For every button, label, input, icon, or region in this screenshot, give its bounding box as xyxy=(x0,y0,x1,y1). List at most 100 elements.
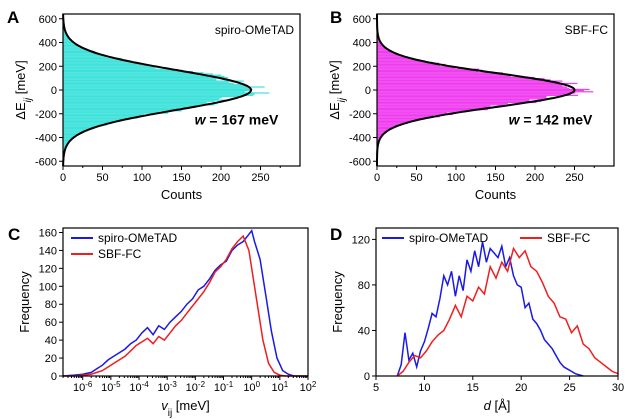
histogram-bar xyxy=(377,41,381,43)
histogram-bar xyxy=(63,94,254,96)
legend-label: spiro-OMeTAD xyxy=(409,231,488,245)
panel-letter: A xyxy=(7,8,19,27)
x-tick-label: 30 xyxy=(612,382,624,394)
histogram-bar xyxy=(377,126,394,128)
histogram-bar xyxy=(63,135,76,137)
histogram-bar xyxy=(377,132,385,134)
histogram-bar xyxy=(63,92,270,94)
histogram-bar xyxy=(63,90,251,92)
histogram-bar xyxy=(63,132,83,134)
histogram-bar xyxy=(63,131,82,133)
x-tick-label: 200 xyxy=(526,172,544,184)
histogram-bar xyxy=(377,62,440,64)
histogram-bar xyxy=(377,46,385,48)
histogram-bar xyxy=(63,57,123,60)
histogram-bar xyxy=(63,69,184,71)
histogram-bar xyxy=(377,87,570,89)
y-tick-label: -600 xyxy=(349,156,371,168)
histogram-bar xyxy=(63,124,108,126)
histogram-bar xyxy=(63,95,240,98)
histogram-bar xyxy=(63,33,67,35)
histogram-bar xyxy=(377,86,567,88)
x-tick-label: 150 xyxy=(172,172,190,184)
histogram-bar xyxy=(63,59,120,61)
histogram-bar xyxy=(63,73,213,75)
histogram-bar xyxy=(63,41,73,43)
series-line-spiro xyxy=(396,241,584,377)
y-tick-label: 80 xyxy=(358,280,370,292)
panel-b: 0 50 100 150 200 250 600 400 200 0 -200 -400 -600 Cou… xyxy=(327,8,615,202)
histogram-bar xyxy=(63,133,79,136)
histogram-bar xyxy=(377,95,547,98)
histogram-bar xyxy=(63,52,93,54)
x-tick-label: 25 xyxy=(563,382,575,394)
histogram-bar xyxy=(377,50,391,52)
histogram-bar xyxy=(63,78,217,80)
histogram-bar xyxy=(63,47,84,49)
panel-letter: C xyxy=(8,225,20,244)
histogram-bar xyxy=(63,38,70,41)
histogram-bar xyxy=(63,48,88,50)
histogram-bar xyxy=(63,111,160,113)
x-tick-label: 10-4 xyxy=(129,380,149,395)
x-tick-label: 10-6 xyxy=(73,380,93,395)
histogram-bar xyxy=(377,42,382,44)
histogram-bar xyxy=(63,80,244,82)
histogram-bar xyxy=(377,60,425,62)
x-tick-label: 100 xyxy=(133,172,151,184)
histogram-bar xyxy=(377,94,579,96)
y-tick-label: 120 xyxy=(39,263,57,275)
histogram-bar xyxy=(377,131,387,133)
histogram-bar xyxy=(63,85,247,87)
histogram-bar xyxy=(377,91,594,93)
histogram-bar xyxy=(377,113,453,115)
x-tick-label: 10 xyxy=(418,382,430,394)
histogram-bar xyxy=(63,76,228,79)
histogram-bar xyxy=(377,122,408,124)
histogram-bar xyxy=(63,129,89,131)
x-tick-label: 250 xyxy=(251,172,269,184)
histogram-bar xyxy=(377,52,393,54)
x-tick-label: 10-1 xyxy=(214,380,234,395)
histogram-bar xyxy=(63,99,229,101)
y-tick-label: -200 xyxy=(349,109,371,121)
histogram-bar xyxy=(63,82,234,85)
panel-a: 0 50 100 150 200 250 600 400 200 0 -200 -400 -600 Cou… xyxy=(7,8,301,202)
histogram-bar xyxy=(377,59,420,61)
histogram-bar xyxy=(377,110,469,112)
histogram-bar xyxy=(63,55,106,57)
histogram-bar xyxy=(63,130,86,132)
histogram-bar xyxy=(377,104,505,106)
x-tick-label: 101 xyxy=(271,380,288,395)
y-tick-label: 40 xyxy=(45,335,57,347)
histogram-bar xyxy=(377,66,459,68)
gaussian-fit-line xyxy=(62,14,252,166)
histogram-bar xyxy=(63,145,67,147)
histogram-bar xyxy=(377,55,405,57)
histogram-bar xyxy=(377,100,542,102)
panel-letter: B xyxy=(330,8,342,27)
histogram-bar xyxy=(377,72,504,74)
histogram-bar xyxy=(63,147,66,149)
histogram-bar xyxy=(377,53,398,55)
histogram-bar xyxy=(377,135,382,137)
histogram-bar xyxy=(63,40,71,42)
histogram-bar xyxy=(63,139,70,142)
histogram-bar xyxy=(377,80,563,82)
histogram-bar xyxy=(377,63,446,66)
gaussian-fit-line xyxy=(376,14,576,166)
histogram-bar xyxy=(63,97,222,99)
y-tick-label: 80 xyxy=(45,299,57,311)
histogram-bar xyxy=(377,130,388,132)
histogram-bar xyxy=(63,113,145,115)
histogram-bar xyxy=(63,93,255,95)
histogram-bar xyxy=(377,128,393,130)
histogram-bar xyxy=(377,106,500,108)
histogram-bar xyxy=(63,118,123,120)
histogram-bar xyxy=(377,120,412,123)
y-tick-label: 100 xyxy=(39,281,57,293)
histogram-bar xyxy=(63,114,144,117)
histogram-bar xyxy=(377,111,460,113)
histogram-bar xyxy=(63,136,76,138)
histogram-bar xyxy=(63,79,217,81)
